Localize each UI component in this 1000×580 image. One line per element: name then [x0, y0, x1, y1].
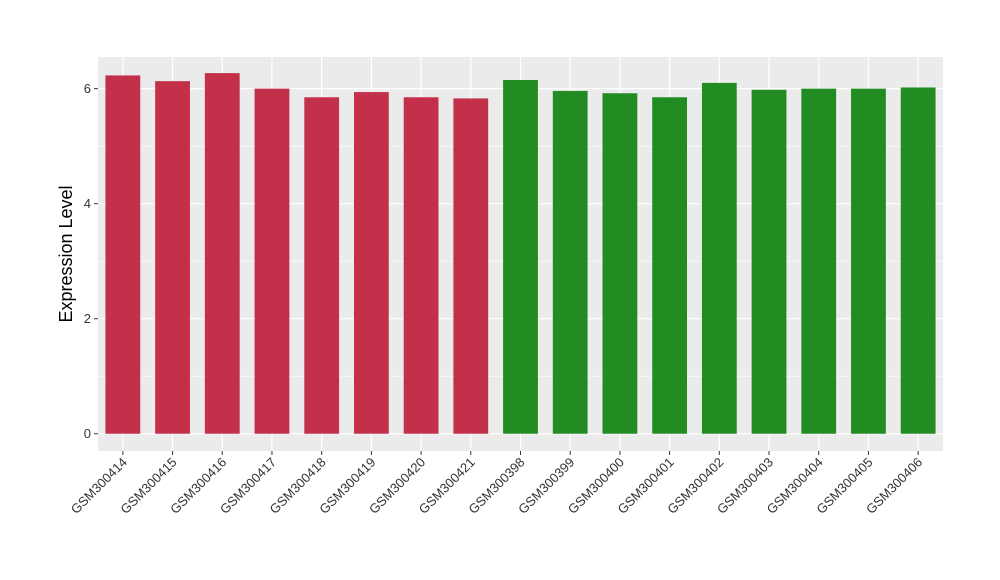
bar-GSM300405 [851, 88, 886, 434]
y-axis-title: Expression Level [56, 185, 76, 322]
bar-GSM300400 [602, 93, 638, 434]
bar-GSM300406 [900, 87, 936, 434]
y-tick-label: 0 [84, 426, 91, 441]
bar-GSM300415 [155, 81, 190, 434]
bar-GSM300401 [652, 97, 688, 434]
bar-GSM300417 [254, 88, 290, 434]
bar-GSM300402 [701, 82, 737, 434]
bar-GSM300419 [353, 92, 389, 434]
y-tick-label: 4 [84, 196, 91, 211]
bar-GSM300399 [552, 90, 588, 434]
bar-GSM300404 [801, 88, 837, 434]
bar-GSM300414 [105, 75, 141, 434]
bars [105, 73, 936, 434]
bar-GSM300398 [503, 80, 538, 434]
bar-GSM300416 [204, 73, 240, 434]
y-axis: 0 2 4 6 [84, 81, 98, 441]
bar-GSM300420 [403, 97, 439, 434]
y-tick-label: 2 [84, 311, 91, 326]
bar-GSM300421 [453, 98, 489, 434]
bar-GSM300418 [304, 97, 340, 434]
bar-GSM300403 [751, 89, 787, 434]
y-tick-label: 6 [84, 81, 91, 96]
x-axis: GSM300414GSM300415GSM300416GSM300417GSM3… [68, 451, 925, 517]
